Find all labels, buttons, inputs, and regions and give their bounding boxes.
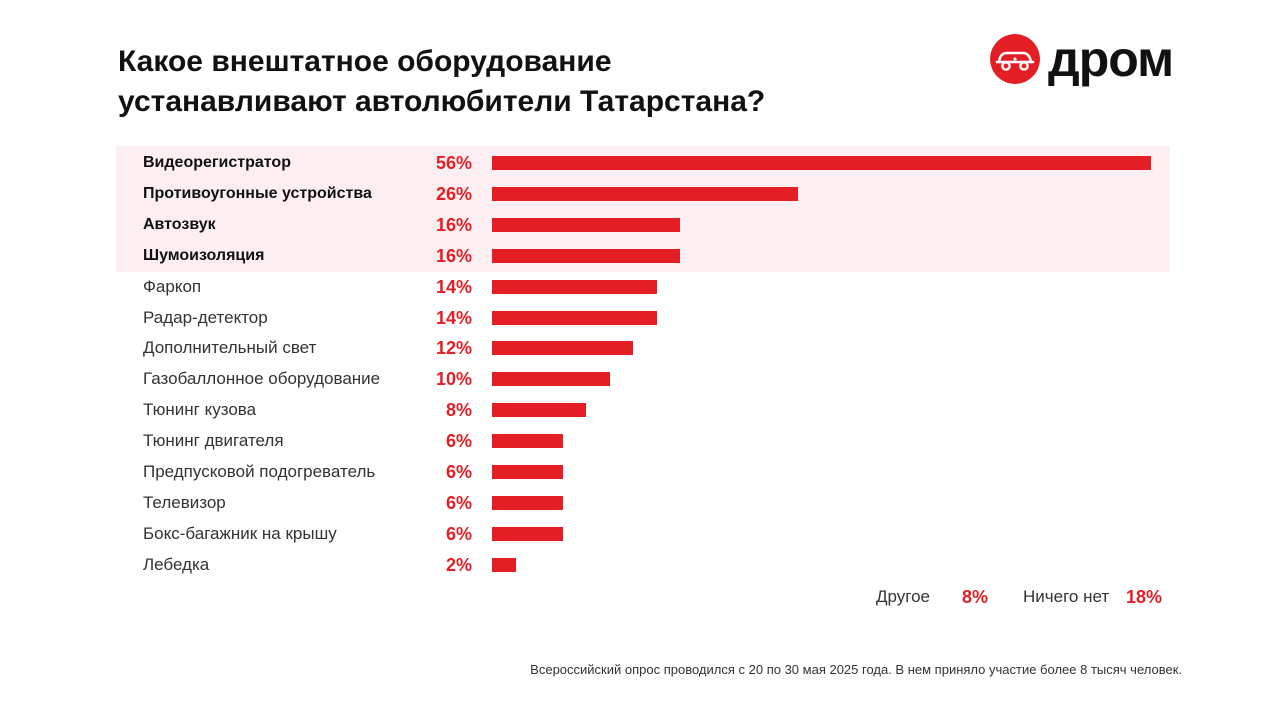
survey-footnote: Всероссийский опрос проводился с 20 по 3… — [530, 662, 1182, 677]
bar-label: Бокс-багажник на крышу — [143, 523, 337, 543]
bar-label: Лебедка — [143, 554, 210, 574]
data-label: 14% — [435, 307, 472, 328]
chart-title-line-1: Какое внештатное оборудование — [118, 45, 612, 78]
bar — [492, 557, 516, 572]
bar-row: Видеорегистратор 56% — [0, 149, 1280, 177]
bar — [492, 341, 633, 356]
bar-label: Радар-детектор — [143, 307, 268, 327]
bar — [492, 403, 586, 418]
data-label: 16% — [435, 214, 472, 235]
bar-row: Фаркоп 14% — [0, 273, 1280, 301]
bar-label: Предпусковой подогреватель — [143, 462, 376, 481]
brand-name: дром — [1048, 31, 1174, 87]
data-label: 6% — [445, 431, 472, 452]
bar-label: Автозвук — [143, 215, 216, 233]
bar-row: Тюнинг кузова 8% — [0, 396, 1280, 424]
bar — [492, 248, 680, 263]
bar-label: Дополнительный свет — [143, 338, 317, 358]
bar — [492, 156, 1151, 170]
bar — [492, 310, 657, 325]
bar-label: Видеорегистратор — [143, 154, 291, 171]
bar — [492, 434, 563, 449]
car-logo-icon — [990, 34, 1040, 84]
data-label: 2% — [445, 554, 472, 575]
bar-row: Предпусковой подогреватель 6% — [0, 458, 1280, 486]
bar — [492, 186, 798, 201]
bar-label: Тюнинг кузова — [143, 400, 257, 420]
data-label: 14% — [435, 276, 472, 297]
bar — [492, 465, 563, 479]
bar-label: Газобаллонное оборудование — [143, 369, 381, 389]
bar-row: Радар-детектор 14% — [0, 304, 1280, 332]
extra-label: Ничего нет — [1023, 587, 1110, 606]
bar-label: Тюнинг двигателя — [143, 431, 284, 451]
chart-title-line-2: устанавливают автолюбители Татарстана? — [118, 85, 766, 118]
bar-label: Противоугонные устройства — [143, 184, 372, 202]
bar — [492, 372, 610, 387]
data-label: 26% — [435, 183, 472, 204]
bar — [492, 495, 563, 510]
data-label: 8% — [445, 400, 472, 421]
bar-row: Телевизор 6% — [0, 489, 1280, 517]
bar-label: Телевизор — [143, 492, 226, 512]
extra-value: 18% — [1126, 587, 1163, 607]
bar — [492, 279, 657, 294]
bar-row: Автозвук 16% — [0, 211, 1280, 239]
bar-label: Шумоизоляция — [143, 246, 265, 264]
extra-label: Другое — [876, 587, 931, 606]
bar-row: Тюнинг двигателя 6% — [0, 427, 1280, 455]
data-label: 56% — [435, 153, 472, 173]
brand-logo: дром — [990, 31, 1174, 87]
bar-row: Противоугонные устройства 26% — [0, 180, 1280, 208]
chart-title: Какое внештатное оборудование устанавлив… — [118, 42, 878, 122]
extra-value: 8% — [962, 587, 989, 607]
data-label: 12% — [435, 338, 472, 359]
bar-row: Шумоизоляция 16% — [0, 242, 1280, 270]
extra-answers: Другое 8% Ничего нет 18% — [0, 584, 1280, 610]
bar-row: Дополнительный свет 12% — [0, 334, 1280, 362]
bar-row: Бокс-багажник на крышу 6% — [0, 520, 1280, 548]
bar-row: Газобаллонное оборудование 10% — [0, 365, 1280, 393]
data-label: 10% — [435, 369, 472, 390]
bar — [492, 217, 680, 232]
bar — [492, 526, 563, 541]
data-label: 6% — [445, 523, 472, 544]
data-label: 6% — [445, 462, 472, 482]
bar-label: Фаркоп — [143, 276, 202, 296]
bar-row: Лебедка 2% — [0, 551, 1280, 579]
data-label: 16% — [435, 245, 472, 266]
data-label: 6% — [445, 492, 472, 513]
